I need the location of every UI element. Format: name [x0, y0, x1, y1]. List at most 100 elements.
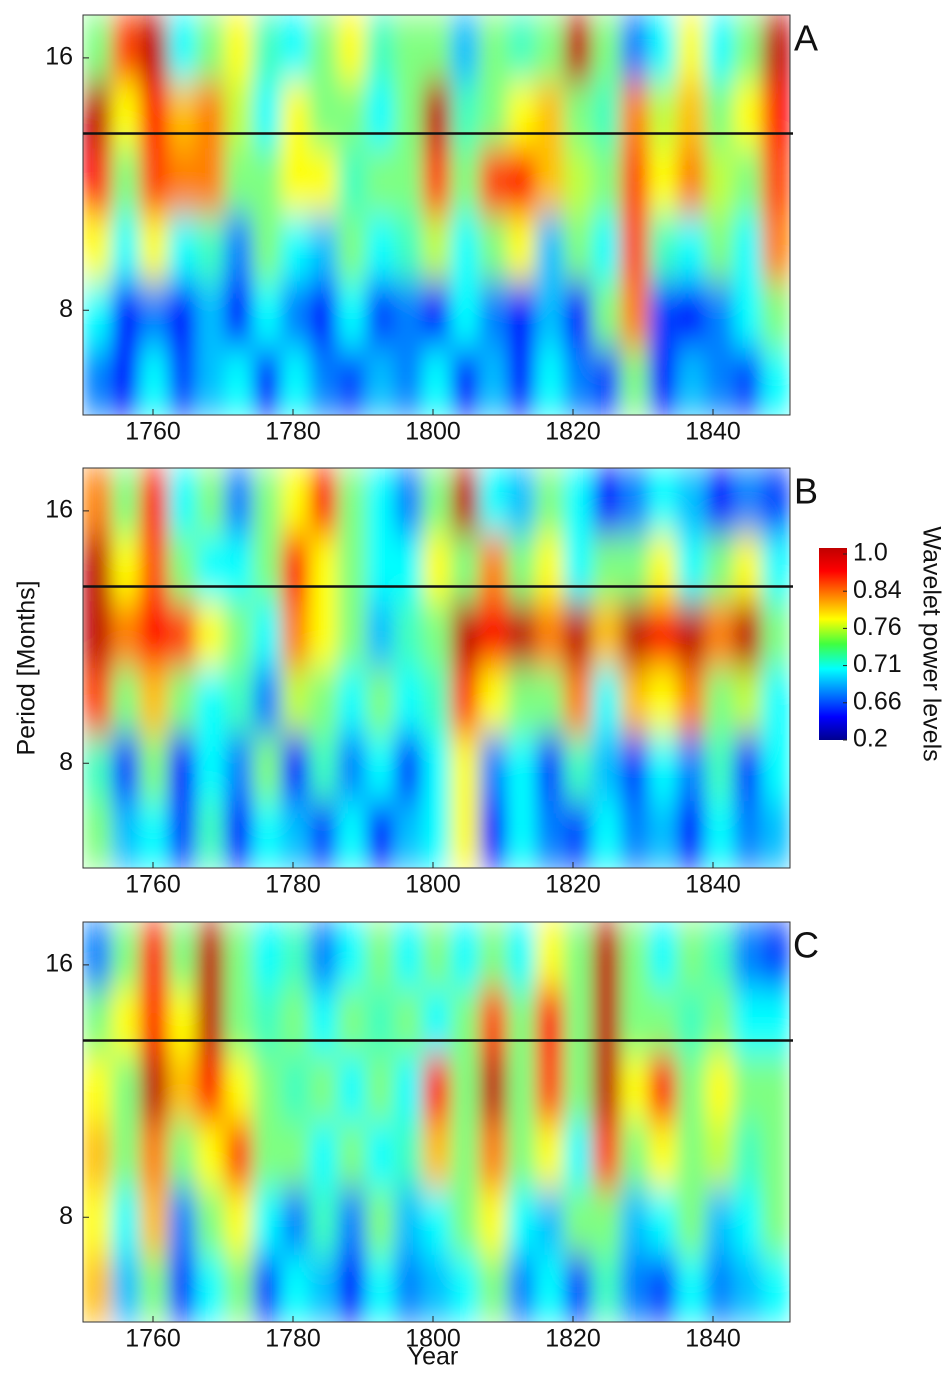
colorbar-tick-label: 0.84	[853, 576, 902, 604]
heatmap-cell	[196, 988, 225, 1056]
heatmap-cell	[224, 348, 254, 415]
heatmap-cell	[648, 1055, 678, 1123]
heatmap-cell	[365, 215, 395, 283]
heatmap-cell	[563, 922, 593, 990]
heatmap-cell	[648, 922, 678, 990]
heatmap-cell	[111, 1188, 141, 1256]
heatmap-cell	[507, 281, 536, 349]
heatmap-cell	[563, 215, 593, 283]
heatmap-cell	[592, 601, 621, 669]
heatmap-cell	[252, 1055, 282, 1123]
heatmap-cell	[733, 215, 763, 283]
heatmap-cell	[761, 922, 790, 990]
heatmap-cell	[705, 81, 734, 149]
heatmap-cell	[111, 348, 141, 415]
y-tick-label: 8	[59, 1202, 73, 1230]
heatmap-cell	[394, 81, 423, 149]
heatmap-cell	[648, 81, 678, 149]
heatmap-cell	[394, 1122, 423, 1190]
heatmap-cell	[620, 215, 650, 283]
heatmap-cell	[563, 1055, 593, 1123]
heatmap-cell	[592, 1122, 621, 1190]
heatmap-cell	[648, 801, 678, 868]
heatmap-cell	[252, 734, 282, 802]
heatmap-cell	[280, 468, 310, 536]
heatmap-cell	[761, 15, 790, 83]
heatmap-cell	[224, 1188, 254, 1256]
heatmap-cell	[648, 215, 678, 283]
heatmap-cell	[167, 148, 197, 216]
heatmap-cell	[592, 348, 621, 415]
heatmap-cell	[563, 15, 593, 83]
heatmap-cell	[167, 734, 197, 802]
heatmap-cell	[507, 1255, 536, 1322]
heatmap-cell	[83, 734, 112, 802]
heatmap-cell	[111, 1255, 141, 1322]
heatmap-cell	[309, 1255, 339, 1322]
x-tick-label: 1760	[125, 871, 181, 899]
plot-frame	[82, 14, 791, 416]
heatmap-cell	[139, 1122, 169, 1190]
heatmap-cell	[648, 15, 678, 83]
heatmap-cell	[365, 468, 395, 536]
heatmap-cell	[450, 468, 480, 536]
heatmap-cell	[83, 922, 112, 990]
heatmap-cell	[365, 1255, 395, 1322]
heatmap-cell	[592, 922, 621, 990]
heatmap-cell	[422, 1122, 452, 1190]
heatmap-cell	[676, 348, 706, 415]
heatmap-cell	[761, 81, 790, 149]
heatmap-cell	[280, 668, 310, 736]
x-tick-label: 1760	[125, 418, 181, 446]
heatmap-cell	[394, 348, 423, 415]
heatmap-cell	[676, 601, 706, 669]
heatmap-cell	[252, 215, 282, 283]
heatmap-cell	[507, 988, 536, 1056]
heatmap-cell	[280, 1255, 310, 1322]
heatmap-cell	[280, 988, 310, 1056]
heatmap-cell	[733, 1122, 763, 1190]
y-tick-label: 8	[59, 748, 73, 776]
heatmap-cell	[309, 1188, 339, 1256]
heatmap-cell	[224, 81, 254, 149]
heatmap-cell	[280, 215, 310, 283]
heatmap-cell	[309, 215, 339, 283]
heatmap-cell	[676, 988, 706, 1056]
heatmap-cell	[83, 348, 112, 415]
heatmap-cell	[252, 601, 282, 669]
heatmap-cell	[733, 801, 763, 868]
heatmap-cell	[394, 734, 423, 802]
x-tick-label: 1760	[125, 1325, 181, 1353]
heatmap-cell	[139, 81, 169, 149]
heatmap-cell	[648, 734, 678, 802]
colorbar-tick-label: 0.76	[853, 613, 902, 641]
heatmap-cell	[196, 601, 225, 669]
heatmap-cell	[705, 922, 734, 990]
heatmap-cell	[535, 81, 565, 149]
heatmap-cell	[224, 1122, 254, 1190]
heatmap-cell	[280, 601, 310, 669]
heatmap-cell	[507, 215, 536, 283]
heatmap-cell	[648, 148, 678, 216]
heatmap-cell	[507, 348, 536, 415]
heatmap-cell	[761, 281, 790, 349]
heatmap-cell	[450, 734, 480, 802]
heatmap-cell	[676, 215, 706, 283]
heatmap-cell	[733, 668, 763, 736]
y-axis-label: Period [Months]	[13, 580, 41, 755]
colorbar-label: Wavelet power levels	[917, 526, 945, 761]
heatmap-cell	[365, 801, 395, 868]
heatmap-cell	[252, 534, 282, 602]
heatmap-cell	[592, 734, 621, 802]
heatmap-cell	[139, 215, 169, 283]
heatmap-cell	[620, 148, 650, 216]
heatmap-cell	[280, 81, 310, 149]
heatmap-cell	[648, 534, 678, 602]
heatmap-cell	[422, 988, 452, 1056]
heatmap-cell	[648, 1122, 678, 1190]
heatmap-cell	[620, 734, 650, 802]
heatmap-cell	[592, 801, 621, 868]
heatmap-cell	[111, 81, 141, 149]
y-tick-label: 16	[45, 949, 73, 977]
heatmap-cell	[733, 922, 763, 990]
